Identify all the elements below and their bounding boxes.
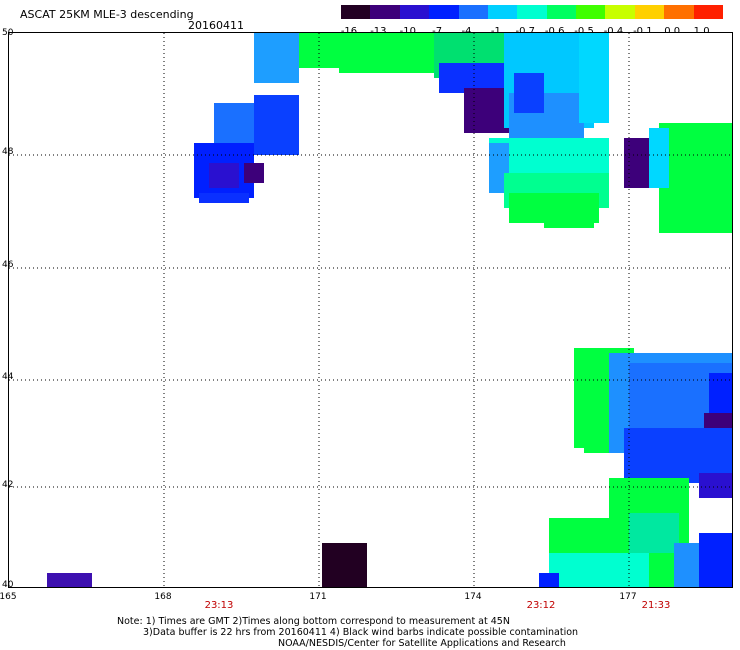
latitude-label: 46	[2, 260, 14, 270]
map-svg	[9, 33, 732, 587]
color-scale-swatch	[693, 5, 724, 19]
wind-data-cell	[199, 193, 249, 203]
note-line-1: Note: 1) Times are GMT 2)Times along bot…	[117, 616, 510, 627]
color-scale-swatch	[341, 5, 371, 19]
color-scale-swatch	[517, 5, 548, 19]
latitude-label: 42	[2, 480, 14, 490]
color-scale-swatch	[576, 5, 606, 19]
map-plot-area	[8, 32, 733, 588]
color-scale-label: -7	[417, 26, 457, 37]
color-scale-labels: -16-13-10-7-4-1-0.7-0.6-0.5-0.4-0.10.01.…	[341, 0, 723, 40]
color-scale-swatch	[664, 5, 695, 19]
color-scale-label: -4	[447, 26, 487, 37]
color-scale-label: -1	[476, 26, 516, 37]
pass-time-label: 23:13	[204, 600, 234, 611]
wind-data-cell	[609, 478, 689, 518]
pass-time-label: 23:12	[526, 600, 556, 611]
color-scale-label: -0.5	[564, 26, 604, 37]
wind-data-cell	[209, 163, 239, 188]
color-scale-label: 1.0	[682, 26, 722, 37]
longitude-label: 171	[309, 592, 327, 602]
wind-data-cell	[699, 473, 732, 498]
wind-data-cell	[339, 63, 439, 73]
color-scale-label: -0.4	[593, 26, 633, 37]
wind-data-cell	[649, 128, 669, 188]
color-scale-swatch	[429, 5, 460, 19]
wind-data-cell	[659, 123, 732, 233]
longitude-label: 165	[0, 592, 17, 602]
wind-data-cell	[299, 33, 439, 68]
color-scale-label: -0.6	[535, 26, 575, 37]
wind-data-cell	[514, 73, 544, 113]
wind-data-cell	[549, 553, 649, 587]
wind-data-cell	[699, 533, 732, 587]
wind-data-cell	[214, 103, 259, 143]
color-scale-bar	[341, 5, 724, 19]
color-scale-label: -10	[388, 26, 428, 37]
longitude-label: 177	[619, 592, 637, 602]
longitude-label: 174	[464, 592, 482, 602]
color-scale-swatch	[399, 5, 430, 19]
wind-data-cell	[254, 33, 299, 83]
wind-data-cell	[579, 33, 609, 123]
wind-data-cell	[539, 573, 559, 587]
latitude-label: 40	[2, 580, 14, 590]
pass-time-label: 21:33	[641, 600, 671, 611]
map-title: ASCAT 25KM MLE-3 descending	[20, 8, 194, 21]
color-scale-swatch	[370, 5, 401, 19]
longitude-label: 168	[154, 592, 172, 602]
color-scale-label: -16	[329, 26, 369, 37]
latitude-label: 48	[2, 147, 14, 157]
wind-data-cell	[629, 513, 679, 553]
note-line-2: 3)Data buffer is 22 hrs from 20160411 4)…	[143, 627, 579, 638]
color-scale-swatch	[487, 5, 518, 19]
wind-data-cell	[47, 573, 92, 587]
color-scale-swatch	[546, 5, 577, 19]
color-scale-label: -13	[358, 26, 398, 37]
color-scale-swatch	[634, 5, 665, 19]
color-scale-label: 0.0	[652, 26, 692, 37]
wind-data-cell	[244, 163, 264, 183]
wind-data-cell	[464, 88, 509, 133]
latitude-label: 50	[2, 28, 14, 38]
color-scale-label: -0.1	[623, 26, 663, 37]
color-scale-swatch	[605, 5, 636, 19]
color-scale-swatch	[458, 5, 489, 19]
latitude-label: 44	[2, 372, 14, 382]
map-date: 20160411	[188, 19, 244, 32]
note-line-3: NOAA/NESDIS/Center for Satellite Applica…	[278, 638, 566, 649]
wind-data-cell	[544, 208, 594, 228]
wind-data-cell	[254, 95, 299, 155]
color-scale-label: -0.7	[505, 26, 545, 37]
wind-data-cell	[322, 543, 367, 587]
